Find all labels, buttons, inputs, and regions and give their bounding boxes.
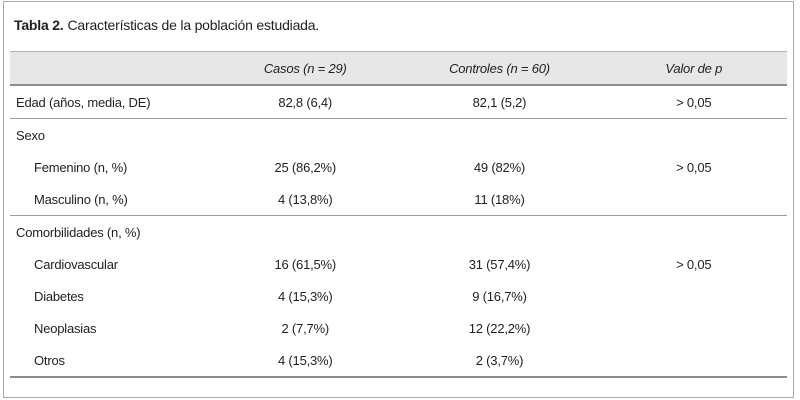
table-row-sexo-section: Sexo [10,119,787,151]
table-caption: Tabla 2. Características de la población … [14,17,783,33]
cell-controles: 11 (18%) [474,191,525,207]
cell-casos: 16 (61,5%) [274,256,337,272]
table-caption-number: Tabla 2. [14,17,64,33]
cell-label: Cardiovascular [34,256,118,272]
table-row-masculino: Masculino (n, %) 4 (13,8%) 11 (18%) [10,183,787,216]
cell-controles: 49 (82%) [473,159,526,175]
cell-casos: 4 (15,3%) [277,352,333,368]
cell-label: Masculino (n, %) [34,191,128,207]
cell-casos: 82,8 (6,4) [278,94,333,110]
cell-label: Edad (años, media, DE) [16,94,151,110]
cell-casos: 25 (86,2%) [274,159,337,175]
cell-valor-p: > 0,05 [676,159,712,175]
cell-label: Otros [34,352,65,368]
data-table: Casos (n = 29) Controles (n = 60) Valor … [10,51,787,378]
cell-label: Femenino (n, %) [34,159,128,175]
header-cell-casos: Casos (n = 29) [263,60,347,76]
header-cell-controles: Controles (n = 60) [449,60,550,76]
table-row-comorbilidades-section: Comorbilidades (n, %) [10,216,787,248]
cell-controles: 12 (22,2%) [468,320,531,336]
cell-casos: 4 (15,3%) [277,288,333,304]
table-row-diabetes: Diabetes 4 (15,3%) 9 (16,7%) [10,280,787,312]
cell-controles: 9 (16,7%) [472,288,527,304]
cell-controles: 82,1 (5,2) [472,94,527,110]
cell-controles: 31 (57,4%) [468,256,531,272]
cell-valor-p: > 0,05 [676,94,712,110]
header-cell-valor-p: Valor de p [665,60,723,76]
table-row-cardiovascular: Cardiovascular 16 (61,5%) 31 (57,4%) > 0… [10,248,787,280]
table-caption-text: Características de la población estudiad… [67,17,320,33]
article-frame: Tabla 2. Características de la población … [3,1,794,398]
cell-label: Neoplasias [34,320,97,336]
cell-label: Diabetes [34,288,84,304]
cell-casos: 4 (13,8%) [277,191,333,207]
table-row-otros: Otros 4 (15,3%) 2 (3,7%) [10,344,787,376]
cell-label: Comorbilidades (n, %) [16,224,141,240]
table-header-row: Casos (n = 29) Controles (n = 60) Valor … [10,51,787,86]
cell-label: Sexo [16,127,45,143]
cell-casos: 2 (7,7%) [281,320,330,336]
cell-controles: 2 (3,7%) [475,352,524,368]
table-row-neoplasias: Neoplasias 2 (7,7%) 12 (22,2%) [10,312,787,344]
table-row-femenino: Femenino (n, %) 25 (86,2%) 49 (82%) > 0,… [10,151,787,183]
cell-valor-p: > 0,05 [676,256,712,272]
table-row-edad: Edad (años, media, DE) 82,8 (6,4) 82,1 (… [10,86,787,119]
